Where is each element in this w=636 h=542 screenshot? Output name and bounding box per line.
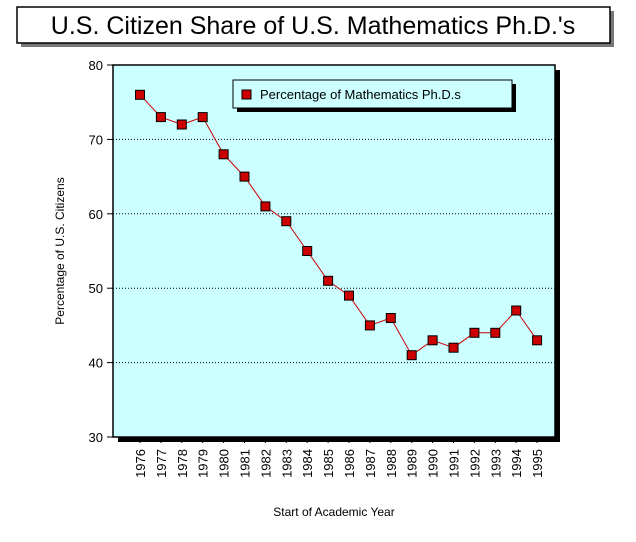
legend-marker [241,89,252,100]
data-point [490,327,501,338]
data-point [176,119,187,130]
data-point [469,327,480,338]
x-tick-label: 1981 [238,449,253,478]
data-point [364,320,375,331]
data-point [135,89,145,100]
y-tick-label: 70 [89,132,103,147]
data-point [155,112,166,123]
x-tick-label: 1988 [384,449,399,478]
data-point [406,350,417,361]
legend-label: Percentage of Mathematics Ph.D.s [260,87,461,102]
data-point [323,275,334,286]
series-markers [135,89,543,361]
data-point [427,335,438,346]
chart-title-box: U.S. Citizen Share of U.S. Mathematics P… [16,6,614,47]
x-tick-label: 1991 [447,449,462,478]
x-tick-label: 1982 [258,449,273,478]
x-tick-label: 1989 [405,449,420,478]
y-tick-label: 40 [89,356,103,371]
data-point [218,149,229,160]
x-tick-label: 1992 [467,449,482,478]
x-tick-label: 1983 [279,449,294,478]
x-tick-label: 1980 [217,449,232,478]
x-tick-label: 1984 [300,449,315,478]
x-tick-label: 1979 [196,449,211,478]
data-point [385,313,396,323]
data-point [302,246,313,256]
x-tick-label: 1993 [488,449,503,478]
data-point [197,112,208,123]
data-point [344,290,354,301]
chart-title: U.S. Citizen Share of U.S. Mathematics P… [51,12,575,40]
x-axis: 1976 1977 1978 1979 1980 1981 1982 1983 1984 1985… [133,437,545,478]
x-tick-label: 1985 [321,449,336,478]
x-tick-label: 1994 [509,449,524,478]
data-point [281,216,292,227]
legend: Percentage of Mathematics Ph.D.s [232,79,516,112]
data-point [239,171,250,182]
x-tick-label: 1995 [530,449,545,478]
data-point [511,305,522,316]
x-tick-label: 1976 [133,449,148,478]
data-point [448,342,459,353]
data-point [260,201,271,212]
x-tick-label: 1977 [154,449,169,478]
y-tick-label: 80 [89,58,103,73]
x-tick-label: 1978 [175,449,190,478]
y-tick-label: 30 [89,430,103,445]
y-axis-label: Percentage of U.S. Citizens [53,177,67,324]
x-axis-label: Start of Academic Year [273,505,394,519]
x-tick-label: 1987 [363,449,378,478]
x-tick-label: 1986 [342,449,357,478]
data-point [532,335,543,346]
plot-area [112,64,556,438]
x-tick-label: 1990 [426,449,441,478]
y-tick-label: 60 [89,207,103,222]
y-tick-label: 50 [89,281,103,296]
y-axis: 30 40 50 60 70 80 [89,58,113,445]
